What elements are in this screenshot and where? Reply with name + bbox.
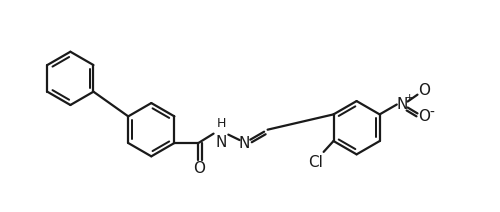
Text: +: + [405, 93, 414, 103]
Text: N: N [216, 135, 227, 150]
Text: N: N [239, 135, 250, 151]
Text: Cl: Cl [308, 155, 323, 170]
Text: O: O [418, 83, 430, 98]
Text: N: N [397, 97, 408, 112]
Text: O: O [418, 109, 430, 124]
Text: H: H [217, 117, 226, 130]
Text: -: - [430, 105, 434, 119]
Text: O: O [194, 161, 205, 176]
